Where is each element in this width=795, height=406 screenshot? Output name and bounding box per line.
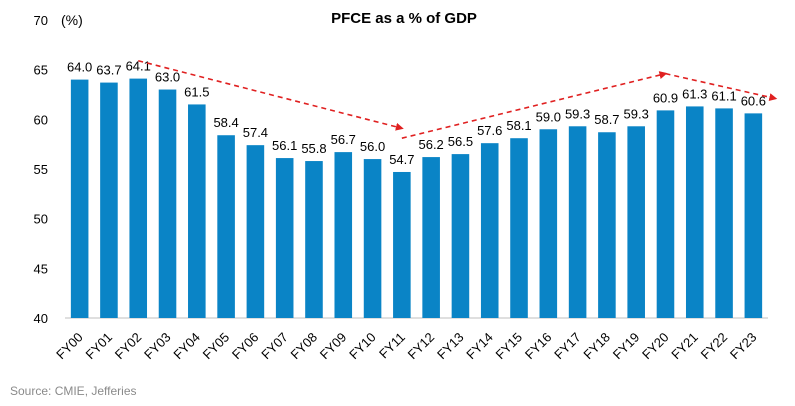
data-label: 56.5 — [448, 134, 473, 149]
x-tick-label: FY22 — [698, 330, 731, 363]
bars-group — [70, 78, 763, 319]
y-tick-label: 55 — [34, 162, 48, 177]
data-label: 56.7 — [331, 132, 356, 147]
x-tick-label: FY00 — [53, 330, 86, 363]
x-tick-label: FY15 — [493, 330, 526, 363]
x-tick-label: FY10 — [346, 330, 379, 363]
bar-fy16 — [539, 129, 558, 318]
y-tick-label: 50 — [34, 212, 48, 227]
bar-fy23 — [744, 113, 763, 318]
data-label: 59.0 — [536, 109, 561, 124]
bar-fy09 — [334, 152, 353, 318]
bar-fy07 — [275, 158, 294, 318]
data-label: 58.4 — [213, 115, 238, 130]
bar-fy08 — [305, 161, 323, 318]
data-label: 58.1 — [506, 118, 531, 133]
trend-arrow — [401, 71, 668, 139]
chart-title: PFCE as a % of GDP — [331, 10, 477, 27]
x-tick-label: FY20 — [639, 330, 672, 363]
bar-fy04 — [188, 104, 206, 318]
x-tick-label: FY09 — [317, 330, 350, 363]
data-label: 60.6 — [741, 93, 766, 108]
data-label: 56.2 — [418, 137, 443, 152]
y-tick-label: 65 — [34, 63, 48, 78]
x-tick-label: FY11 — [376, 330, 408, 362]
x-axis-ticks: FY00FY01FY02FY03FY04FY05FY06FY07FY08FY09… — [53, 330, 759, 363]
y-axis-ticks: 40 45 50 55 60 65 70 — [34, 13, 48, 326]
bar-fy21 — [685, 106, 704, 318]
data-label: 59.3 — [565, 106, 590, 121]
data-label: 60.9 — [653, 90, 678, 105]
data-label: 56.1 — [272, 138, 297, 153]
x-tick-label: FY13 — [434, 330, 467, 363]
data-label: 63.0 — [155, 70, 180, 85]
x-tick-label: FY02 — [112, 330, 145, 363]
x-tick-label: FY12 — [405, 330, 438, 363]
source-note: Source: CMIE, Jefferies — [10, 384, 137, 398]
data-label: 56.0 — [360, 139, 385, 154]
trend-arrows-group — [138, 59, 778, 139]
bar-fy18 — [598, 132, 616, 318]
data-label: 57.4 — [243, 125, 268, 140]
x-tick-label: FY06 — [229, 330, 262, 363]
data-label: 64.0 — [67, 60, 92, 75]
bar-fy13 — [451, 154, 470, 318]
data-label: 61.5 — [184, 84, 209, 99]
x-tick-label: FY21 — [668, 330, 701, 363]
data-label: 64.1 — [126, 59, 151, 74]
y-tick-label: 70 — [34, 13, 48, 28]
bar-fy06 — [246, 145, 265, 318]
y-unit-label: (%) — [61, 12, 83, 28]
x-tick-label: FY18 — [580, 330, 613, 363]
bar-fy10 — [363, 159, 382, 318]
x-tick-label: FY23 — [727, 330, 760, 363]
bar-fy05 — [217, 135, 235, 318]
x-tick-label: FY19 — [610, 330, 643, 363]
x-tick-label: FY05 — [200, 330, 233, 363]
bar-fy12 — [422, 157, 440, 318]
data-label: 55.8 — [301, 141, 326, 156]
bar-fy01 — [100, 82, 118, 318]
bar-fy11 — [393, 171, 411, 318]
bar-fy17 — [568, 126, 587, 318]
data-label: 54.7 — [389, 152, 414, 167]
x-tick-label: FY07 — [258, 330, 291, 363]
x-tick-label: FY08 — [288, 330, 321, 363]
x-tick-label: FY16 — [522, 330, 555, 363]
trend-arrow — [665, 72, 778, 102]
bar-fy19 — [627, 126, 645, 318]
x-tick-label: FY04 — [170, 330, 203, 363]
x-tick-label: FY03 — [141, 330, 174, 363]
data-labels-group: 64.0 63.7 64.1 63.0 61.5 58.4 57.4 56.1 55.8 56.7… — [67, 59, 766, 167]
data-label: 58.7 — [594, 112, 619, 127]
trend-arrow — [138, 59, 404, 131]
data-label: 61.1 — [711, 88, 736, 103]
bar-fy03 — [158, 89, 177, 319]
data-label: 61.3 — [682, 86, 707, 101]
bar-fy22 — [715, 108, 733, 318]
x-tick-label: FY14 — [463, 330, 496, 363]
bar-fy00 — [70, 79, 89, 318]
bar-fy14 — [480, 143, 499, 318]
y-tick-label: 60 — [34, 112, 48, 127]
y-tick-label: 45 — [34, 261, 48, 276]
data-label: 59.3 — [624, 106, 649, 121]
x-tick-label: FY17 — [551, 330, 584, 363]
bar-fy20 — [656, 110, 675, 318]
data-label: 57.6 — [477, 123, 502, 138]
y-tick-label: 40 — [34, 311, 48, 326]
data-label: 63.7 — [96, 63, 121, 78]
bar-fy02 — [129, 78, 148, 319]
x-tick-label: FY01 — [82, 330, 115, 363]
bar-fy15 — [510, 138, 528, 318]
